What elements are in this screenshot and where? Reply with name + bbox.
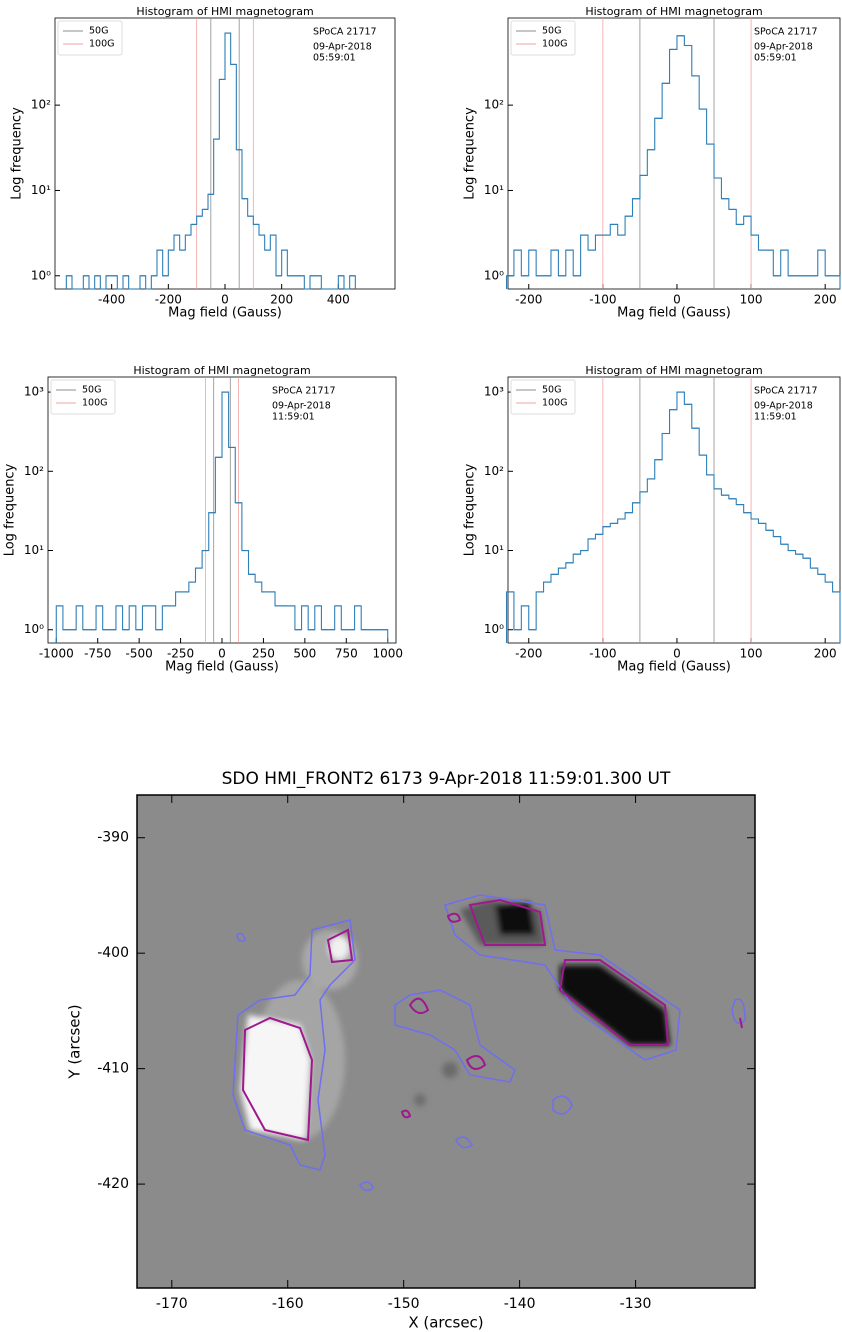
chart-title: Histogram of HMI magnetogram (133, 364, 310, 377)
annotation: SPoCA 21717 (754, 27, 818, 38)
y-axis-label: Y (arcsec) (66, 1004, 84, 1079)
y-axis-label: Log frequency (3, 463, 18, 556)
y-tick-label: -410 (97, 1061, 129, 1077)
x-tick-label: 400 (327, 293, 350, 307)
chart-title: SDO HMI_FRONT2 6173 9-Apr-2018 11:59:01.… (222, 769, 671, 789)
x-tick-label: 500 (293, 647, 316, 661)
x-tick-label: -250 (167, 647, 194, 661)
x-tick-label: 750 (335, 647, 358, 661)
x-axis-label: Mag field (Gauss) (165, 660, 279, 675)
x-tick-label: -200 (515, 647, 542, 661)
y-tick-label: 10³ (484, 385, 504, 399)
x-tick-label: -140 (504, 1296, 536, 1312)
histogram-outline (507, 392, 840, 643)
x-tick-label: 0 (218, 647, 226, 661)
x-tick-label: -100 (589, 647, 616, 661)
y-tick-label: -390 (97, 830, 129, 846)
x-axis-label: Mag field (Gauss) (617, 306, 731, 321)
y-axis-label: Log frequency (10, 107, 25, 200)
annotation: 09-Apr-2018 (754, 42, 813, 53)
figure: Histogram of HMI magnetogram Mag field (G… (0, 0, 842, 1332)
y-tick-label: 10² (31, 98, 51, 112)
y-tick-label: 10¹ (24, 543, 44, 557)
x-tick-label: -500 (126, 647, 153, 661)
y-tick-label: 10¹ (31, 183, 51, 197)
y-tick-label: 10² (24, 464, 44, 478)
x-tick-label: 100 (740, 293, 763, 307)
x-tick-label: -100 (589, 293, 616, 307)
y-tick-label: 10¹ (484, 543, 504, 557)
legend-label: 50G (82, 385, 101, 396)
chart-title: Histogram of HMI magnetogram (585, 5, 762, 18)
legend-label: 100G (542, 398, 568, 409)
magnetogram-image (137, 795, 755, 1288)
annotation: SPoCA 21717 (754, 386, 818, 397)
x-tick-label: 0 (673, 647, 681, 661)
x-tick-label: -150 (388, 1296, 420, 1312)
x-axis-label: X (arcsec) (408, 1314, 483, 1332)
y-tick-label: 10⁰ (24, 622, 44, 636)
x-tick-label: -750 (84, 647, 111, 661)
annotation: 11:59:01 (272, 412, 315, 423)
y-tick-label: 10² (484, 98, 504, 112)
y-tick-label: -400 (97, 945, 129, 961)
annotation: 05:59:01 (754, 53, 797, 64)
x-tick-label: -200 (155, 293, 182, 307)
legend-label: 50G (542, 385, 561, 396)
x-axis-label: Mag field (Gauss) (168, 306, 282, 321)
annotation: 09-Apr-2018 (754, 401, 813, 412)
x-tick-label: 1000 (372, 647, 403, 661)
x-tick-label: -160 (272, 1296, 304, 1312)
legend-label: 50G (542, 26, 561, 37)
x-tick-label: -130 (620, 1296, 652, 1312)
annotation: 09-Apr-2018 (272, 401, 331, 412)
x-tick-label: 200 (270, 293, 293, 307)
x-tick-label: -400 (98, 293, 125, 307)
annotation: 09-Apr-2018 (313, 42, 372, 53)
y-tick-label: 10² (484, 464, 504, 478)
annotation: SPoCA 21717 (272, 386, 336, 397)
annotation: 05:59:01 (313, 53, 356, 64)
x-tick-label: 200 (814, 647, 837, 661)
x-tick-label: 250 (252, 647, 275, 661)
chart-title: Histogram of HMI magnetogram (585, 364, 762, 377)
histogram-outline (507, 36, 840, 289)
y-tick-label: -420 (97, 1176, 129, 1192)
x-tick-label: -200 (515, 293, 542, 307)
annotation: SPoCA 21717 (313, 27, 377, 38)
x-tick-label: 0 (221, 293, 229, 307)
x-tick-label: -1000 (39, 647, 74, 661)
legend-label: 50G (89, 26, 108, 37)
x-tick-label: 200 (814, 293, 837, 307)
annotation: 11:59:01 (754, 412, 797, 423)
x-tick-label: -170 (156, 1296, 188, 1312)
x-tick-label: 0 (673, 293, 681, 307)
y-axis-label: Log frequency (463, 463, 478, 556)
y-axis-label: Log frequency (463, 107, 478, 200)
y-tick-label: 10¹ (484, 183, 504, 197)
x-tick-label: 100 (740, 647, 763, 661)
chart-title: Histogram of HMI magnetogram (136, 5, 313, 18)
legend-label: 100G (89, 39, 115, 50)
y-tick-label: 10⁰ (484, 622, 504, 636)
x-axis-label: Mag field (Gauss) (617, 660, 731, 675)
y-tick-label: 10⁰ (31, 268, 51, 282)
legend-label: 100G (542, 39, 568, 50)
y-tick-label: 10⁰ (484, 268, 504, 282)
legend-label: 100G (82, 398, 108, 409)
y-tick-label: 10³ (24, 385, 44, 399)
